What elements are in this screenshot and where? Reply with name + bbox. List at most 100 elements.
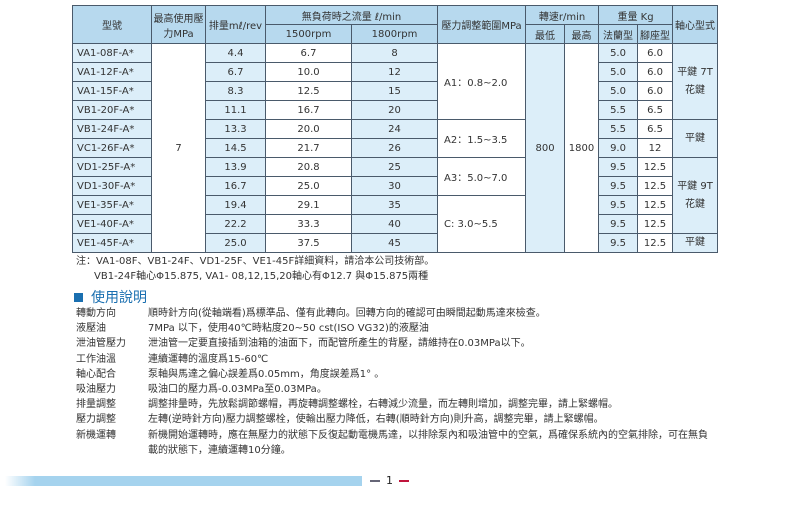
header-shaft: 軸心型式: [672, 5, 719, 44]
usage-list: 轉動方向 順時針方向(從軸端看)爲標準品、僅有此轉向。回轉方向的確認可由瞬間起動馬…: [76, 306, 708, 458]
header-flow-1800: 1800rpm: [350, 24, 439, 44]
usage-label: 工作油溫: [76, 353, 116, 365]
table-cell: VB1-20F-A*: [72, 100, 152, 120]
table-cell: 9.5: [598, 176, 639, 196]
header-speed-max: 最高: [564, 24, 600, 44]
usage-label: 泄油管壓力: [76, 338, 126, 350]
table-cell: 10.0: [265, 62, 352, 82]
header-speed: 轉速r/min: [525, 5, 600, 25]
usage-item: 液壓油 7MPa 以下，使用40℃時粘度20~50 cst(ISO VG32)的液…: [76, 321, 708, 336]
table-cell: 6.7: [205, 62, 266, 82]
table-cell: 19.4: [205, 195, 266, 215]
table-cell: 33.3: [265, 214, 352, 234]
usage-text: 連續運轉的溫度爲15-60℃: [148, 353, 269, 365]
table-cell: 25: [350, 157, 439, 177]
usage-text: 泵軸與馬達之偏心誤差爲0.05mm，角度誤差爲1° 。: [148, 368, 385, 380]
table-row: VA1-15F-A* 8.3 12.5 15 5.0 6.0: [72, 81, 718, 101]
usage-text: 7MPa 以下，使用40℃時粘度20~50 cst(ISO VG32)的液壓油: [148, 323, 429, 335]
footer-bar: [5, 476, 362, 486]
table-cell: 12.5: [637, 233, 674, 253]
header-displacement: 排量mℓ/rev: [205, 5, 266, 44]
usage-text: 泄油管一定要直接插到油箱的油面下，而配管所產生的背壓，請維持在0.03MPa以下…: [148, 338, 531, 350]
usage-item: 新機運轉 新機開始運轉時，應在無壓力的狀態下反復起動電機馬達，以排除泵內和吸油管中…: [76, 428, 708, 458]
table-cell: 8: [350, 43, 439, 63]
table-cell: 9.5: [598, 214, 639, 234]
table-cell: 7: [151, 43, 206, 253]
table-cell: 16.7: [265, 100, 352, 120]
table-cell: 12.5: [637, 157, 674, 177]
table-cell: 45: [350, 233, 439, 253]
table-cell: 9.5: [598, 233, 639, 253]
table-cell: VA1-15F-A*: [72, 81, 152, 101]
square-bullet-icon: [74, 292, 83, 302]
table-cell: 5.0: [598, 62, 639, 82]
table-cell: 40: [350, 214, 439, 234]
table-cell: 6.0: [637, 81, 674, 101]
usage-item: 工作油溫 連續運轉的溫度爲15-60℃: [76, 352, 708, 367]
usage-text: 吸油口的壓力爲-0.03MPa至0.03MPa。: [148, 384, 327, 396]
table-cell: 12: [350, 62, 439, 82]
header-flow: 無負荷時之流量 ℓ/min: [264, 5, 439, 25]
table-cell: VE1-45F-A*: [72, 233, 152, 253]
table-cell: 20: [350, 100, 439, 120]
header-model: 型號: [72, 5, 152, 44]
table-cell: 26: [350, 138, 439, 158]
notes: 注：VA1-08F、VB1-24F、VD1-25F、VE1-45F詳細資料，請洽…: [76, 254, 434, 284]
table-cell: 9.5: [598, 157, 639, 177]
header-flow-1500: 1500rpm: [265, 24, 352, 44]
usage-label: 新機運轉: [76, 429, 116, 441]
table-row: VE1-45F-A* 25.0 37.5 45 9.5 12.5 平鍵: [72, 233, 719, 253]
table-cell: 5.5: [598, 119, 639, 139]
header-weight: 重量 Kg: [598, 5, 674, 25]
table-row: VA1-12F-A* 6.7 10.0 12 5.0 6.0: [72, 62, 718, 82]
table-cell: 平鍵 7T 花鍵: [672, 43, 719, 120]
usage-label: 吸油壓力: [76, 384, 116, 396]
header-speed-min: 最低: [525, 24, 566, 44]
usage-item: 壓力調整 左轉(逆時針方向)壓力調整螺栓，使輸出壓力降低，右轉(順時針方向)則升高…: [76, 412, 708, 427]
table-cell: 24: [350, 119, 439, 139]
usage-item: 泄油管壓力 泄油管一定要直接插到油箱的油面下，而配管所產生的背壓，請維持在0.03…: [76, 336, 708, 351]
table-cell: VB1-24F-A*: [72, 119, 152, 139]
usage-item: 排量調整 調整排量時，先放鬆調節螺帽，再旋轉調整螺栓，右轉減少流量，而左轉則增加，…: [76, 397, 708, 412]
usage-text: 調整排量時，先放鬆調節螺帽，再旋轉調整螺栓，右轉減少流量，而左轉則增加，調整完畢…: [148, 399, 618, 411]
table-cell: 9.5: [598, 195, 639, 215]
usage-text: 順時針方向(從軸端看)爲標準品、僅有此轉向。回轉方向的確認可由瞬間起動馬達來檢查…: [148, 308, 546, 319]
table-cell: 平鍵 9T 花鍵: [672, 157, 719, 234]
usage-label: 排量調整: [76, 399, 116, 411]
table-cell: 22.2: [205, 214, 266, 234]
table-cell: VD1-30F-A*: [72, 176, 152, 196]
table-cell: 8.3: [205, 81, 266, 101]
table-cell: 11.1: [205, 100, 266, 120]
table-cell: A2：1.5~3.5: [437, 119, 527, 158]
usage-item: 轉動方向 順時針方向(從軸端看)爲標準品、僅有此轉向。回轉方向的確認可由瞬間起動馬…: [76, 306, 708, 321]
table-cell: 12.5: [265, 81, 352, 101]
table-cell: 9.0: [598, 138, 639, 158]
table-row: VA1-08F-A* 7 4.4 6.7 8 A1：0.8~2.0 800 1800 5.0 6.…: [72, 43, 719, 253]
table-cell: 6.0: [637, 62, 674, 82]
table-cell: 6.5: [637, 119, 674, 139]
table-cell: 5.5: [598, 100, 639, 120]
table-cell: VA1-08F-A*: [72, 43, 152, 63]
table-cell: 12.5: [637, 214, 674, 234]
table-cell: 平鍵: [672, 233, 719, 253]
header-weight-foot: 腳座型: [637, 24, 674, 44]
table-cell: 6.0: [637, 43, 674, 63]
table-cell: VD1-25F-A*: [72, 157, 152, 177]
usage-item: 軸心配合 泵軸與馬達之偏心誤差爲0.05mm，角度誤差爲1° 。: [76, 367, 708, 382]
section-title-text: 使用說明: [91, 290, 147, 306]
page-indicator: 1: [370, 474, 409, 487]
table-row: VC1-26F-A* 14.5 21.7 26 9.0 12: [72, 138, 718, 158]
dash-icon: [399, 479, 409, 482]
table-cell: 20.8: [265, 157, 352, 177]
note-line: 注：VA1-08F、VB1-24F、VD1-25F、VE1-45F詳細資料，請洽…: [76, 256, 435, 267]
spec-table: 型號 最高使用壓力MPa 排量mℓ/rev 無負荷時之流量 ℓ/min 壓力調整…: [72, 5, 719, 253]
table-cell: 35: [350, 195, 439, 215]
usage-label: 壓力調整: [76, 414, 116, 426]
table-row: VB1-24F-A* 13.3 20.0 24 A2：1.5~3.5 5.5 6.5 平鍵: [72, 119, 719, 158]
table-cell: 14.5: [205, 138, 266, 158]
table-cell: VC1-26F-A*: [72, 138, 152, 158]
usage-label: 液壓油: [76, 323, 106, 335]
table-cell: 15: [350, 81, 439, 101]
table-row: VE1-35F-A* 19.4 29.1 35 C: 3.0~5.5 9.5 12.5: [72, 195, 718, 253]
table-row: VB1-20F-A* 11.1 16.7 20 5.5 6.5: [72, 100, 718, 120]
